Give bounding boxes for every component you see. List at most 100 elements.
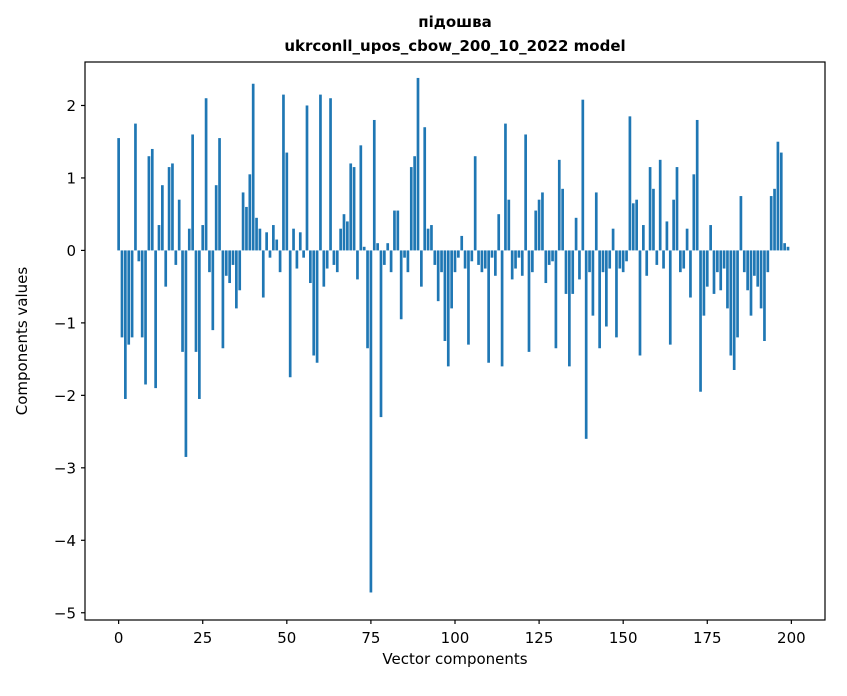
bar bbox=[282, 94, 285, 251]
bar bbox=[409, 167, 413, 251]
x-tick-label: 175 bbox=[693, 629, 722, 647]
bar bbox=[258, 228, 262, 251]
bar bbox=[732, 250, 736, 370]
y-tick-label: 0 bbox=[66, 242, 76, 260]
bar bbox=[399, 250, 403, 320]
bar bbox=[510, 250, 514, 280]
bar bbox=[557, 159, 561, 251]
bar bbox=[783, 243, 786, 251]
bar bbox=[342, 214, 346, 251]
bar bbox=[477, 250, 480, 265]
bar bbox=[298, 232, 302, 251]
bar bbox=[682, 250, 686, 269]
bar bbox=[608, 250, 612, 269]
bar bbox=[712, 250, 716, 294]
bar bbox=[584, 250, 588, 439]
bar bbox=[722, 250, 726, 269]
bar bbox=[463, 250, 467, 269]
bar bbox=[719, 250, 723, 291]
y-tick-label: −3 bbox=[54, 459, 76, 477]
bar bbox=[181, 250, 184, 352]
bar bbox=[238, 250, 242, 291]
bar bbox=[574, 217, 578, 251]
bar bbox=[756, 250, 760, 287]
x-tick-label: 200 bbox=[777, 629, 806, 647]
bar bbox=[426, 228, 430, 251]
bar bbox=[241, 192, 245, 251]
bar bbox=[386, 243, 390, 251]
bar bbox=[171, 163, 174, 251]
bar bbox=[695, 119, 699, 251]
bar bbox=[137, 250, 141, 262]
bar bbox=[167, 167, 171, 251]
bar bbox=[749, 250, 753, 316]
y-tick-label: 1 bbox=[66, 169, 76, 187]
x-tick-label: 0 bbox=[114, 629, 124, 647]
bar bbox=[157, 225, 161, 251]
bar bbox=[231, 250, 235, 265]
bar bbox=[726, 250, 729, 309]
bar bbox=[705, 250, 709, 287]
bar bbox=[120, 250, 124, 338]
bar bbox=[773, 188, 776, 251]
bar bbox=[117, 138, 120, 251]
bar bbox=[638, 250, 642, 356]
bar bbox=[668, 250, 672, 345]
bar bbox=[453, 250, 457, 273]
bar bbox=[346, 221, 349, 251]
y-axis-label: Components values bbox=[13, 266, 31, 416]
bar bbox=[211, 250, 215, 331]
bar bbox=[746, 250, 749, 291]
bar bbox=[124, 250, 127, 399]
bar bbox=[672, 199, 675, 251]
bar bbox=[329, 98, 332, 251]
bar bbox=[685, 228, 689, 251]
bar bbox=[248, 174, 252, 251]
bar bbox=[288, 250, 292, 378]
bar bbox=[709, 225, 712, 251]
bar bbox=[635, 199, 638, 251]
bar bbox=[598, 250, 601, 349]
bar bbox=[591, 250, 595, 316]
bar bbox=[187, 228, 191, 251]
bar bbox=[655, 250, 659, 265]
bar bbox=[618, 250, 622, 269]
bar bbox=[601, 250, 605, 273]
bar bbox=[568, 250, 571, 367]
bar bbox=[302, 250, 305, 258]
bar bbox=[208, 250, 211, 273]
bar bbox=[763, 250, 766, 341]
bar bbox=[436, 250, 440, 302]
bar bbox=[416, 77, 420, 251]
bar bbox=[450, 250, 453, 309]
bar bbox=[665, 221, 669, 251]
bar bbox=[679, 250, 682, 273]
bar bbox=[517, 250, 521, 258]
bar bbox=[578, 250, 581, 280]
bar bbox=[776, 141, 780, 251]
x-axis-label: Vector components bbox=[382, 650, 528, 668]
bar bbox=[467, 250, 470, 345]
bar bbox=[352, 167, 356, 251]
bar bbox=[312, 250, 316, 356]
chart-title-line1: підошва bbox=[418, 13, 492, 31]
bar bbox=[272, 225, 275, 251]
bar bbox=[393, 210, 396, 251]
bar bbox=[642, 225, 645, 251]
bar bbox=[268, 250, 272, 258]
bar bbox=[261, 250, 265, 298]
bar bbox=[221, 250, 225, 349]
bar bbox=[779, 152, 783, 251]
bar bbox=[524, 134, 527, 251]
y-tick-label: −1 bbox=[54, 314, 76, 332]
bar bbox=[164, 250, 168, 287]
bar bbox=[460, 235, 464, 251]
x-tick-label: 25 bbox=[193, 629, 212, 647]
bar bbox=[648, 167, 652, 251]
bar bbox=[564, 250, 568, 294]
bar bbox=[396, 210, 400, 251]
bar bbox=[605, 250, 608, 327]
x-tick-label: 50 bbox=[277, 629, 296, 647]
bar bbox=[480, 250, 484, 273]
